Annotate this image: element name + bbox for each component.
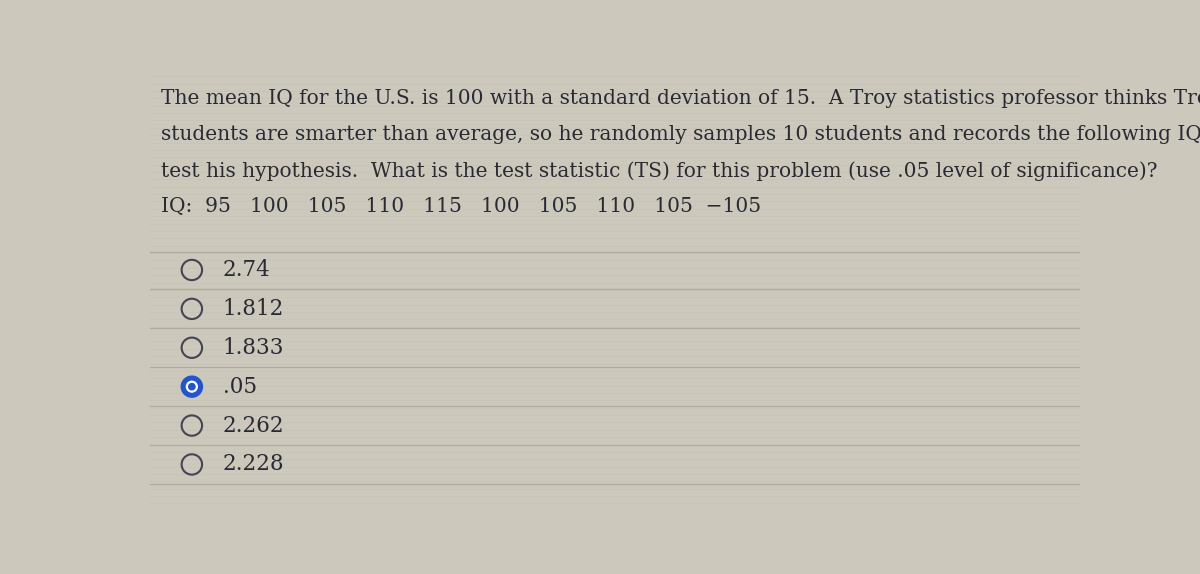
Text: test his hypothesis.  What is the test statistic (TS) for this problem (use .05 : test his hypothesis. What is the test st… <box>161 161 1158 181</box>
Ellipse shape <box>181 377 202 397</box>
Text: students are smarter than average, so he randomly samples 10 students and record: students are smarter than average, so he… <box>161 125 1200 144</box>
Text: 2.262: 2.262 <box>222 414 284 437</box>
Text: 1.812: 1.812 <box>222 298 284 320</box>
Text: The mean IQ for the U.S. is 100 with a standard deviation of 15.  A Troy statist: The mean IQ for the U.S. is 100 with a s… <box>161 89 1200 108</box>
Ellipse shape <box>186 381 198 393</box>
Text: 2.228: 2.228 <box>222 453 284 475</box>
Text: 2.74: 2.74 <box>222 259 270 281</box>
Text: IQ:  95   100   105   110   115   100   105   110   105  −105: IQ: 95 100 105 110 115 100 105 110 105 −… <box>161 197 761 216</box>
Text: .05: .05 <box>222 375 257 398</box>
Text: 1.833: 1.833 <box>222 337 284 359</box>
Ellipse shape <box>188 383 196 390</box>
